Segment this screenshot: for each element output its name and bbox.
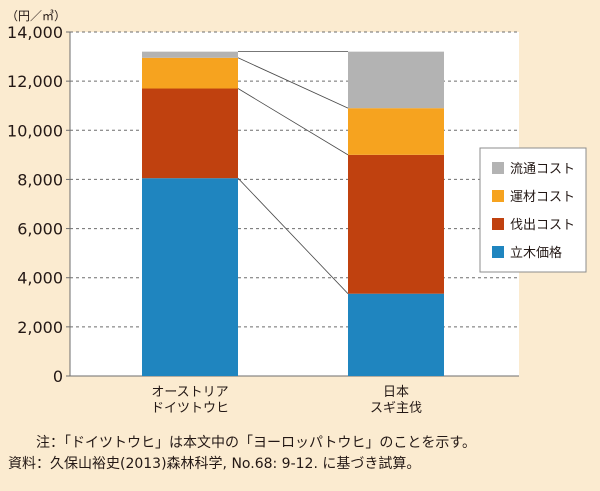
y-unit-label: （円／㎥） <box>6 9 66 23</box>
y-tick-label: 12,000 <box>7 72 63 91</box>
legend-label: 伐出コスト <box>510 218 575 233</box>
note-text: 注：「ドイツトウヒ」は本文中の「ヨーロッパトウヒ」のことを示す。 <box>36 435 477 451</box>
connector-line <box>237 88 349 156</box>
y-tick-label: 14,000 <box>7 23 63 42</box>
legend-label: 流通コスト <box>510 162 575 177</box>
category-label: スギ主伐 <box>370 401 422 416</box>
connector-line <box>237 57 349 109</box>
legend-label: 立木価格 <box>510 245 562 261</box>
y-tick-label: 8,000 <box>17 170 63 189</box>
legend-swatch <box>492 218 504 230</box>
source-text: 資料：久保山裕史(2013)森林科学, No.68: 9-12. に基づき試算。 <box>8 456 421 472</box>
y-tick-label: 6,000 <box>17 220 63 239</box>
category-label: 日本 <box>383 385 409 400</box>
connector-line <box>237 177 349 294</box>
legend-swatch <box>492 190 504 202</box>
y-tick-label: 4,000 <box>17 269 63 288</box>
category-label: ドイツトウヒ <box>151 401 229 416</box>
y-tick-label: 10,000 <box>7 121 63 140</box>
notes: 注：「ドイツトウヒ」は本文中の「ヨーロッパトウヒ」のことを示す。 資料：久保山裕… <box>0 433 600 475</box>
category-label: オーストリア <box>151 385 228 400</box>
bar-segment <box>142 57 238 89</box>
bar-segment <box>348 108 444 155</box>
bar-segment <box>142 51 238 58</box>
bar-segment <box>142 88 238 179</box>
bar-segment <box>142 178 238 376</box>
legend-swatch <box>492 162 504 174</box>
bar-segment <box>348 51 444 109</box>
y-tick-label: 0 <box>53 367 63 386</box>
legend-label: 運材コスト <box>510 190 575 205</box>
bar-segment <box>348 154 444 294</box>
legend-swatch <box>492 246 504 258</box>
bar-segment <box>348 293 444 376</box>
stacked-bar-chart: 0 2,000 4,000 6,000 8,000 10,000 12,000 14,000（… <box>6 9 587 416</box>
y-tick-label: 2,000 <box>17 318 63 337</box>
